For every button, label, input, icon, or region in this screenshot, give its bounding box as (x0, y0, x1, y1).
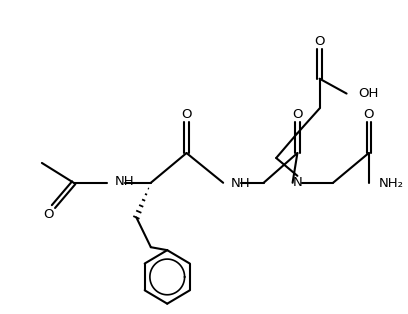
Text: O: O (43, 208, 54, 221)
Text: NH: NH (115, 175, 135, 188)
Text: O: O (181, 108, 192, 121)
Text: O: O (292, 108, 303, 121)
Text: OH: OH (358, 87, 379, 100)
Text: NH₂: NH₂ (378, 177, 404, 190)
Text: O: O (314, 35, 325, 47)
Text: NH: NH (231, 177, 251, 190)
Text: O: O (364, 108, 374, 121)
Text: N: N (293, 176, 302, 189)
